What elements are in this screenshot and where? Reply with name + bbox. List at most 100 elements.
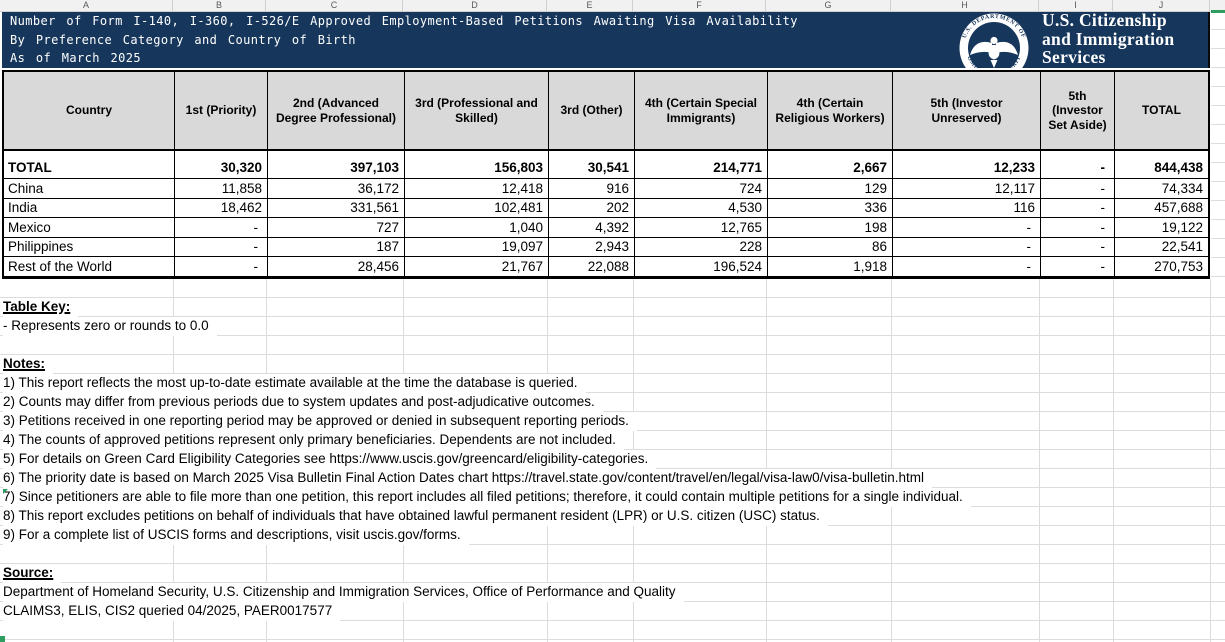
value-cell[interactable]: 19,122	[1161, 219, 1203, 235]
column-letter-h[interactable]: H	[891, 0, 1039, 11]
value-cell[interactable]: -	[1041, 218, 1115, 237]
value-cell[interactable]: -	[893, 257, 1041, 276]
value-cell[interactable]: 336	[768, 198, 893, 217]
value-cell[interactable]: 270,753	[1154, 258, 1203, 274]
value-cell[interactable]: 202	[549, 198, 635, 217]
column-letter-b[interactable]: B	[173, 0, 266, 11]
column-letter-d[interactable]: D	[403, 0, 547, 11]
gridline	[891, 279, 892, 642]
column-header[interactable]: 3rd (Other)	[549, 72, 635, 149]
value-cell[interactable]: 12,233	[893, 151, 1041, 178]
uscis-wordmark: U.S. Citizenship and Immigration Service…	[1042, 11, 1212, 67]
value-cell[interactable]: 22,088	[549, 257, 635, 276]
table-row-philippines: Philippines -187 19,097 2,943 228 86- -22,541	[4, 237, 1208, 257]
value-cell[interactable]: 397,103	[268, 151, 405, 178]
value-cell[interactable]: 116	[893, 198, 1041, 217]
value-cell[interactable]: -	[1041, 237, 1115, 256]
value-cell[interactable]: 30,541	[549, 151, 635, 178]
notes-heading: Notes:	[3, 355, 54, 374]
value-cell[interactable]: 724	[635, 179, 768, 198]
value-cell[interactable]: -	[1041, 179, 1115, 198]
value-cell[interactable]: 187	[268, 237, 405, 256]
country-cell[interactable]: Philippines	[4, 237, 175, 256]
column-header[interactable]: 4th (Certain Special Immigrants)	[635, 72, 768, 149]
value-cell[interactable]: 36,172	[268, 179, 405, 198]
value-cell[interactable]: 214,771	[635, 151, 768, 178]
value-cell[interactable]: -	[893, 218, 1041, 237]
country-cell[interactable]: Mexico	[4, 218, 175, 237]
selection-corner-fragment	[0, 636, 5, 642]
report-title-line-2: By Preference Category and Country of Bi…	[10, 33, 356, 47]
value-cell[interactable]: 28,456	[268, 257, 405, 276]
note-line-1: 1) This report reflects the most up-to-d…	[3, 374, 586, 393]
value-cell[interactable]: -	[175, 218, 268, 237]
column-header[interactable]: 4th (Certain Religious Workers)	[768, 72, 893, 149]
value-cell[interactable]: 21,767	[405, 257, 549, 276]
value-cell[interactable]: 727	[268, 218, 405, 237]
value-cell[interactable]: 1,918	[768, 257, 893, 276]
column-header[interactable]: Country	[4, 72, 175, 149]
country-cell[interactable]: China	[4, 179, 175, 198]
value-cell[interactable]: 12,117	[893, 179, 1041, 198]
table-header-row: Country 1st (Priority) 2nd (Advanced Degre…	[4, 72, 1208, 151]
value-cell[interactable]: 916	[549, 179, 635, 198]
gridline	[766, 279, 767, 642]
value-cell[interactable]: 11,858	[175, 179, 268, 198]
note-line-2: 2) Counts may differ from previous perio…	[3, 393, 603, 412]
gridline	[1113, 279, 1114, 642]
value-cell[interactable]: 102,481	[405, 198, 549, 217]
column-letter-e[interactable]: E	[547, 0, 633, 11]
country-cell[interactable]: Rest of the World	[4, 257, 175, 276]
value-cell[interactable]: 129	[768, 179, 893, 198]
column-letter-g[interactable]: G	[766, 0, 891, 11]
column-letter-j[interactable]: J	[1113, 0, 1210, 11]
value-cell[interactable]: -	[175, 257, 268, 276]
sheet-grid-right-margin[interactable]	[1211, 11, 1225, 279]
table-row-rest-of-the-world: Rest of the World -28,456 21,767 22,088 196,…	[4, 257, 1208, 276]
country-cell[interactable]: India	[4, 198, 175, 217]
value-cell[interactable]: 228	[635, 237, 768, 256]
value-cell[interactable]: 457,688	[1154, 200, 1203, 216]
value-cell[interactable]: 198	[768, 218, 893, 237]
value-cell[interactable]: -	[1041, 257, 1115, 276]
column-header[interactable]: 2nd (Advanced Degree Professional)	[268, 72, 405, 149]
value-cell[interactable]: 22,541	[1161, 239, 1203, 255]
column-header[interactable]: 5th (Investor Set Aside)	[1041, 72, 1115, 149]
value-cell[interactable]: 4,392	[549, 218, 635, 237]
value-cell[interactable]: 4,530	[635, 198, 768, 217]
column-header[interactable]: 5th (Investor Unreserved)	[893, 72, 1041, 149]
value-cell[interactable]: 1,040	[405, 218, 549, 237]
column-header[interactable]: 1st (Priority)	[175, 72, 268, 149]
column-letter-c[interactable]: C	[266, 0, 403, 11]
value-cell[interactable]: 12,765	[635, 218, 768, 237]
value-cell[interactable]: 2,667	[768, 151, 893, 178]
value-cell[interactable]: -	[1041, 198, 1115, 217]
column-header[interactable]: TOTAL	[1142, 103, 1181, 118]
value-cell[interactable]: 196,524	[635, 257, 768, 276]
value-cell[interactable]: 74,334	[1161, 180, 1203, 196]
column-letter-f[interactable]: F	[633, 0, 766, 11]
column-letter-a[interactable]: A	[0, 0, 173, 11]
value-cell[interactable]: 30,320	[175, 151, 268, 178]
value-cell[interactable]: 331,561	[268, 198, 405, 217]
column-header[interactable]: 3rd (Professional and Skilled)	[405, 72, 549, 149]
value-cell[interactable]: 18,462	[175, 198, 268, 217]
value-cell[interactable]: 12,418	[405, 179, 549, 198]
value-cell[interactable]: -	[1041, 151, 1115, 178]
column-letter-i[interactable]: I	[1039, 0, 1113, 11]
value-cell[interactable]: -	[175, 237, 268, 256]
value-cell[interactable]: 156,803	[405, 151, 549, 178]
uscis-wordmark-line-2: and Immigration	[1042, 28, 1175, 49]
value-cell[interactable]: 844,438	[1154, 160, 1203, 175]
petitions-table: Country 1st (Priority) 2nd (Advanced Degre…	[2, 70, 1210, 279]
country-cell[interactable]: TOTAL	[4, 151, 175, 178]
value-cell[interactable]: 86	[768, 237, 893, 256]
cell-error-flag-icon	[3, 489, 8, 494]
note-line-5: 5) For details on Green Card Eligibility…	[3, 450, 657, 469]
uscis-wordmark-line-1: U.S. Citizenship	[1042, 10, 1167, 30]
selection-border-fragment	[1211, 10, 1225, 13]
value-cell[interactable]: -	[893, 237, 1041, 256]
value-cell[interactable]: 19,097	[405, 237, 549, 256]
value-cell[interactable]: 2,943	[549, 237, 635, 256]
